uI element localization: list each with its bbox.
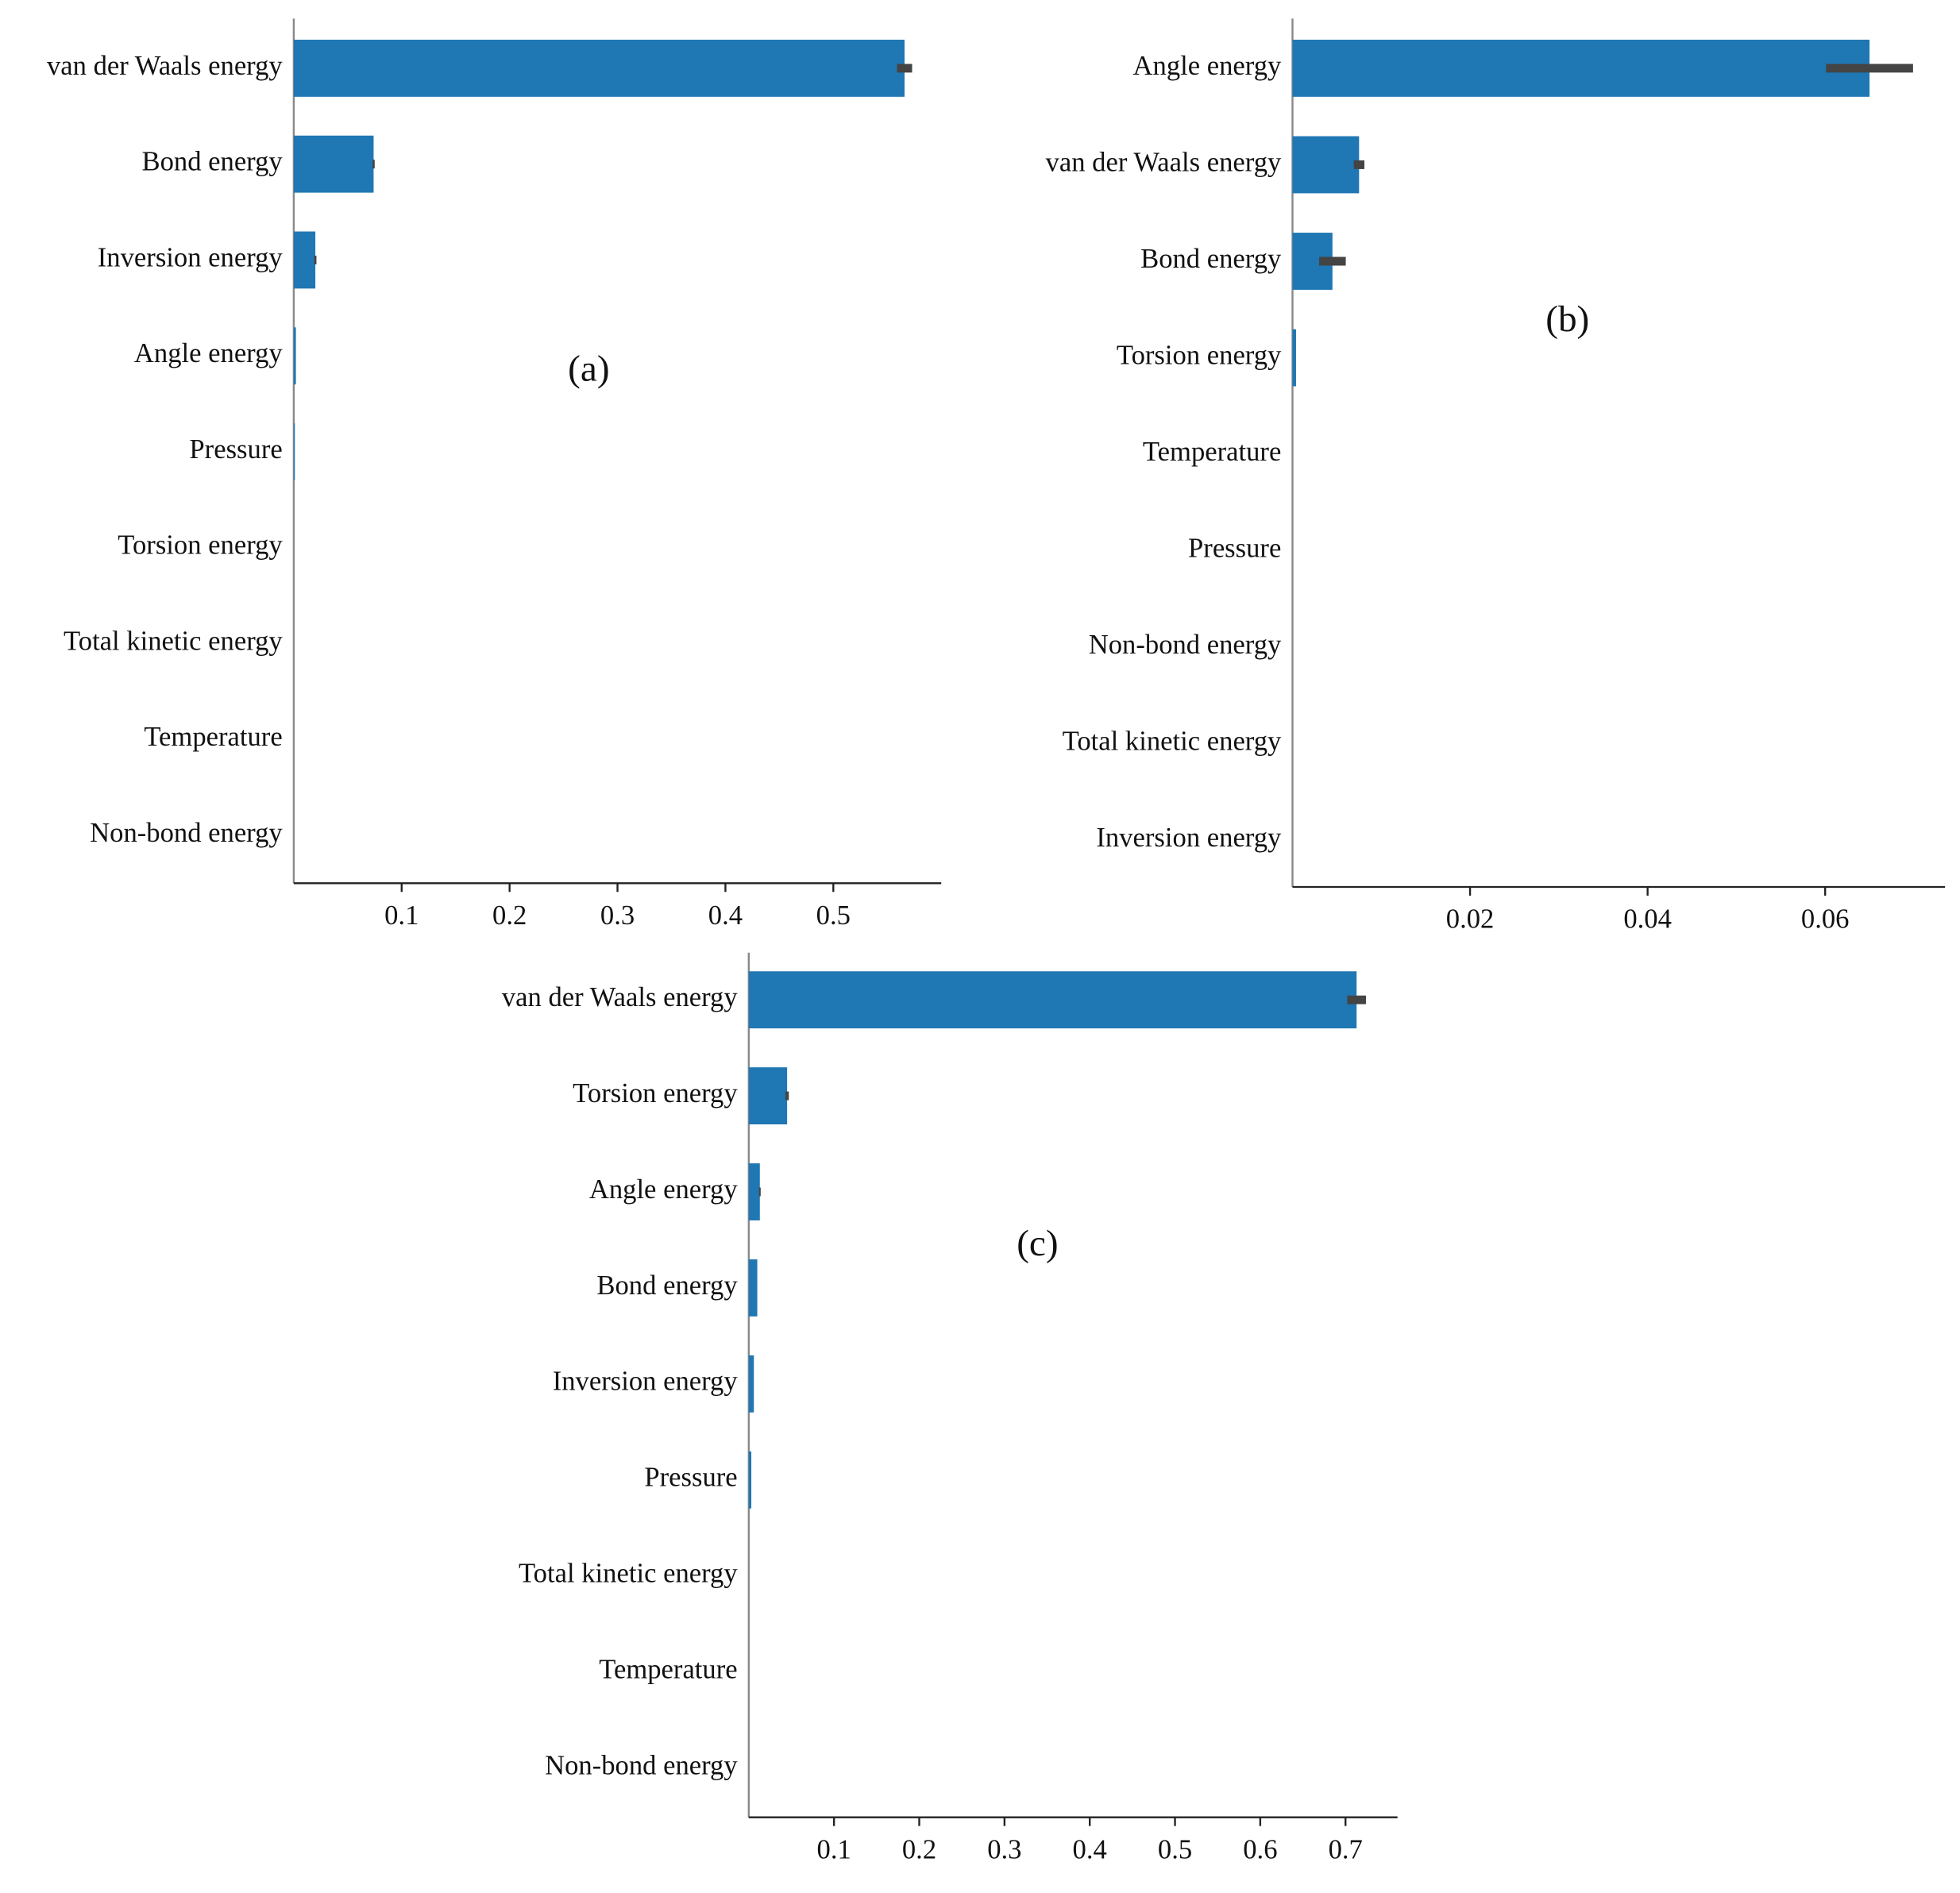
annotation: (b) — [1545, 299, 1589, 340]
x-tick-label: 0.4 — [708, 900, 743, 931]
x-tick-label: 0.2 — [902, 1834, 936, 1864]
y-tick-label: van der Waals energy — [1046, 147, 1283, 177]
bar — [748, 1451, 752, 1509]
x-tick-label: 0.4 — [1073, 1834, 1107, 1864]
y-tick-label: Non-bond energy — [90, 818, 283, 848]
x-tick-label: 0.06 — [1801, 904, 1850, 935]
annotation: (c) — [1017, 1223, 1058, 1264]
bar — [293, 39, 905, 97]
x-tick-label: 0.6 — [1243, 1834, 1277, 1864]
x-tick-label: 0.1 — [817, 1834, 851, 1864]
bar — [748, 971, 1357, 1029]
bar — [1292, 136, 1360, 194]
y-tick-label: Temperature — [1143, 437, 1281, 467]
bar — [293, 327, 296, 385]
y-tick-label: Total kinetic energy — [519, 1559, 738, 1589]
y-tick-label: Inversion energy — [553, 1367, 739, 1397]
x-tick-label: 0.5 — [1158, 1834, 1192, 1864]
x-tick-label: 0.3 — [987, 1834, 1021, 1864]
x-tick-label: 0.3 — [600, 900, 635, 931]
bar — [748, 1067, 788, 1125]
bar — [293, 135, 374, 193]
bar — [1292, 329, 1296, 387]
y-tick-label: Pressure — [1188, 534, 1281, 564]
y-tick-label: Angle energy — [1133, 51, 1283, 81]
x-tick-label: 0.02 — [1446, 904, 1495, 935]
y-tick-label: Angle energy — [589, 1174, 739, 1205]
y-tick-label: Total kinetic energy — [64, 627, 283, 657]
y-tick-label: Torsion energy — [1117, 341, 1282, 371]
x-tick-label: 0.1 — [384, 900, 419, 931]
y-tick-label: Pressure — [189, 434, 282, 465]
y-tick-label: van der Waals energy — [47, 51, 284, 81]
y-tick-label: van der Waals energy — [502, 982, 739, 1012]
bar — [748, 1355, 754, 1413]
bar — [748, 1259, 758, 1317]
y-tick-label: Temperature — [599, 1655, 737, 1685]
bar — [293, 423, 295, 480]
bar — [748, 1163, 760, 1220]
bar — [1292, 39, 1870, 97]
y-tick-label: Inversion energy — [98, 242, 284, 272]
x-tick-label: 0.5 — [816, 900, 851, 931]
y-tick-label: Bond energy — [596, 1270, 738, 1301]
y-tick-label: Total kinetic energy — [1063, 727, 1282, 757]
bar — [293, 231, 316, 289]
y-tick-label: Torsion energy — [573, 1078, 738, 1108]
y-tick-label: Bond energy — [1140, 244, 1282, 274]
y-tick-label: Pressure — [644, 1463, 737, 1493]
annotation: (a) — [568, 349, 609, 390]
y-tick-label: Angle energy — [134, 338, 284, 368]
x-tick-label: 0.04 — [1623, 904, 1672, 935]
y-tick-label: Bond energy — [141, 147, 283, 177]
y-tick-label: Non-bond energy — [545, 1751, 738, 1781]
y-tick-label: Temperature — [144, 722, 282, 752]
x-tick-label: 0.7 — [1329, 1834, 1363, 1864]
y-tick-label: Non-bond energy — [1089, 630, 1282, 660]
y-tick-label: Torsion energy — [118, 530, 283, 561]
x-tick-label: 0.2 — [492, 900, 527, 931]
y-tick-label: Inversion energy — [1096, 823, 1282, 853]
